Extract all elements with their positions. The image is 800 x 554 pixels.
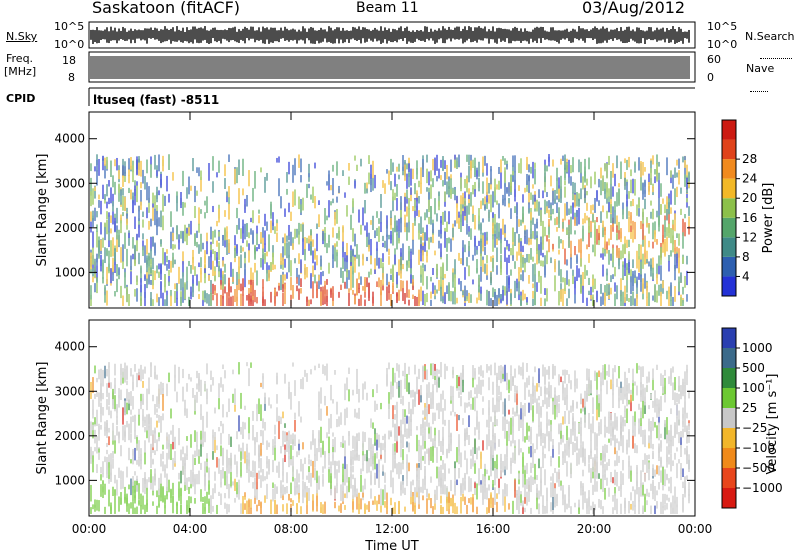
y-tick-label: 1000 <box>54 265 85 279</box>
freq-trace <box>90 56 690 79</box>
nave-label: Nave <box>746 62 775 75</box>
freq-panel <box>88 51 696 83</box>
power-panel <box>88 111 696 309</box>
nsky-label: N.Sky <box>6 30 38 43</box>
y-tick-label: 4000 <box>54 132 85 146</box>
nsky-tick-bottom: 10^0 <box>54 38 85 51</box>
beam-title: Beam 11 <box>356 0 419 16</box>
nsearch-dots <box>760 44 792 63</box>
velocity-scatter <box>90 362 690 514</box>
nsky-tick-top: 10^5 <box>54 20 85 33</box>
nsky-right-tick-top: 10^5 <box>707 20 738 33</box>
cpid-value: ltuseq (fast) -8511 <box>93 93 220 107</box>
nsky-panel <box>88 21 696 49</box>
station-title: Saskatoon (fitACF) <box>92 0 241 17</box>
freq-label-1: Freq. <box>6 52 34 65</box>
nsearch-label: N.Search <box>745 30 795 43</box>
freq-tick-bottom: 8 <box>68 71 75 84</box>
power-axes: 1000 2000 3000 4000 <box>54 112 696 308</box>
nave-tick-bottom: 0 <box>707 71 714 84</box>
nave-tick-top: 60 <box>707 53 721 66</box>
nave-dots <box>750 77 768 96</box>
y-tick-label: 3000 <box>54 176 85 190</box>
freq-label-2: [MHz] <box>4 65 37 78</box>
nsky-right-tick-bottom: 10^0 <box>707 38 738 51</box>
velocity-panel <box>88 319 696 517</box>
nsky-trace <box>90 26 690 44</box>
date-title: 03/Aug/2012 <box>582 0 686 17</box>
y-tick-label: 2000 <box>54 221 85 235</box>
power-scatter <box>90 154 690 306</box>
cpid-label: CPID <box>6 92 36 105</box>
freq-tick-top: 18 <box>62 54 76 67</box>
